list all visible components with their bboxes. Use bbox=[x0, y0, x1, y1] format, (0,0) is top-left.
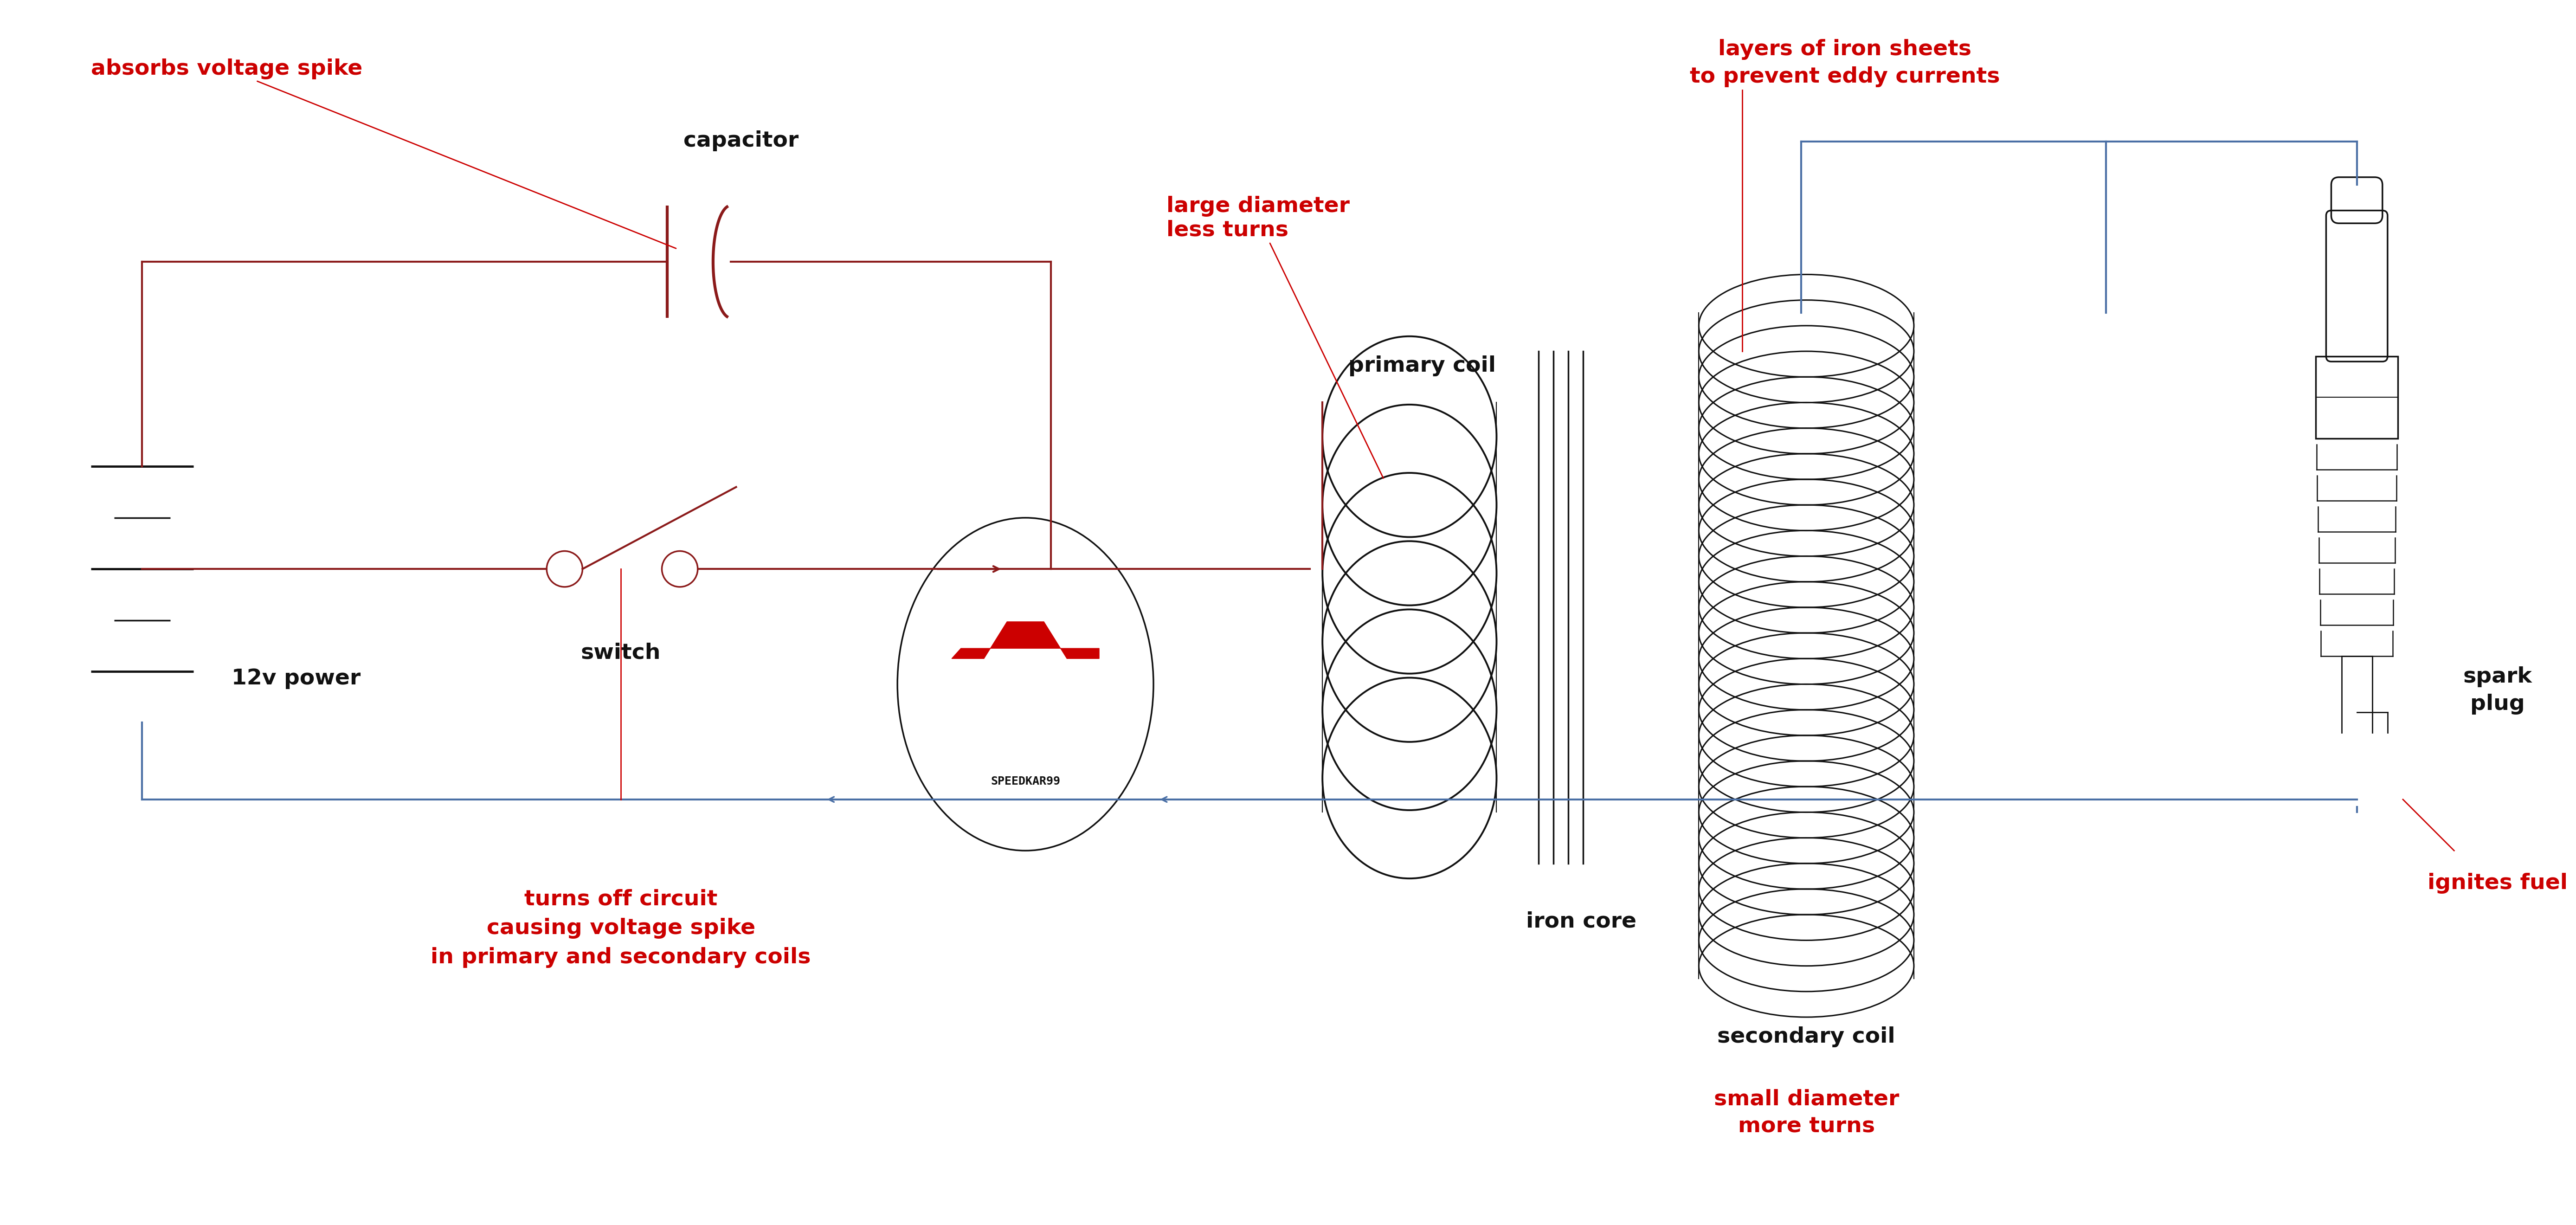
Text: turns off circuit
causing voltage spike
in primary and secondary coils: turns off circuit causing voltage spike … bbox=[430, 889, 811, 968]
Text: primary coil: primary coil bbox=[1347, 355, 1497, 376]
Text: iron core: iron core bbox=[1525, 911, 1636, 932]
Text: absorbs voltage spike: absorbs voltage spike bbox=[90, 59, 675, 249]
Text: capacitor: capacitor bbox=[683, 130, 799, 151]
Text: large diameter
less turns: large diameter less turns bbox=[1167, 196, 1383, 478]
Text: layers of iron sheets
to prevent eddy currents: layers of iron sheets to prevent eddy cu… bbox=[1690, 39, 1999, 87]
Text: SPEEDKAR99: SPEEDKAR99 bbox=[992, 775, 1061, 788]
Text: secondary coil: secondary coil bbox=[1718, 1027, 1896, 1047]
Text: 12v power: 12v power bbox=[232, 668, 361, 688]
Text: ignites fuel: ignites fuel bbox=[2427, 872, 2568, 894]
Polygon shape bbox=[951, 622, 1100, 659]
Text: spark
plug: spark plug bbox=[2463, 666, 2532, 714]
Text: small diameter
more turns: small diameter more turns bbox=[1713, 1089, 1899, 1137]
Text: switch: switch bbox=[580, 642, 662, 663]
